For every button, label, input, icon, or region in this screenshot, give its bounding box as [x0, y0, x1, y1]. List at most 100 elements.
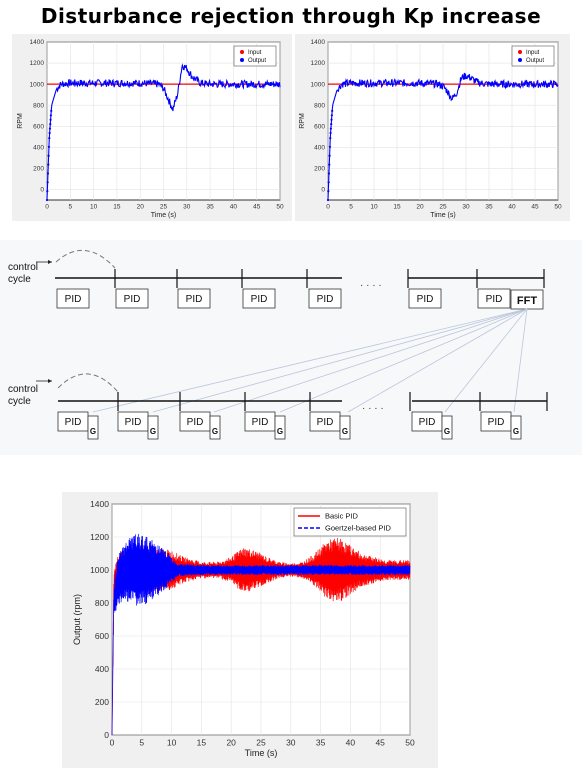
- goertzel-block-label: G: [277, 427, 283, 436]
- y-tick-label: 200: [33, 166, 44, 173]
- data-point: [329, 131, 332, 135]
- data-point: [49, 123, 52, 126]
- legend-marker: [518, 50, 522, 54]
- pid-block: [477, 288, 511, 309]
- y-tick-label: 200: [314, 166, 325, 173]
- x-tick-label: 45: [253, 204, 261, 211]
- goertzel-block: [441, 415, 453, 440]
- x-tick-label: 5: [349, 204, 353, 211]
- data-point: [327, 190, 330, 193]
- x-axis-label: Time (s): [430, 212, 455, 219]
- data-point: [328, 145, 332, 149]
- series-output: [45, 63, 281, 202]
- pid-block-label: PID: [186, 294, 203, 305]
- fft-link-line: [513, 308, 528, 413]
- data-point: [50, 109, 53, 112]
- x-tick-label: 30: [286, 738, 296, 748]
- series-goertzel-based-pid: [111, 533, 411, 736]
- legend-marker: [518, 58, 522, 62]
- data-point: [46, 172, 50, 175]
- x-tick-label: 15: [393, 204, 401, 211]
- fft-link-line: [444, 308, 528, 413]
- x-tick-label: 50: [554, 204, 562, 211]
- data-point: [46, 181, 49, 184]
- data-point: [47, 154, 50, 157]
- fft-link-line: [279, 308, 528, 413]
- x-tick-label: 25: [439, 204, 447, 211]
- bottom-chart-panel: 0 5 10 15 20 25 30 35 40 45 50 0 200 400 600 800 1000 120…: [62, 492, 438, 768]
- timing-diagram: control cycle · · · · PID PID PID PID PID PID PID…: [0, 240, 582, 455]
- pid-block: [177, 288, 211, 309]
- data-point: [326, 198, 330, 202]
- pid-block-label: PID: [65, 294, 82, 305]
- y-tick-label: 1200: [90, 532, 109, 542]
- fft-link-line: [92, 308, 528, 413]
- goertzel-block-label: G: [342, 427, 348, 436]
- y-tick-label: 1400: [30, 39, 45, 46]
- x-tick-label: 40: [508, 204, 516, 211]
- pid-block: [242, 288, 276, 309]
- pid-block-label: PID: [125, 417, 142, 428]
- y-tick-label: 1000: [311, 81, 326, 88]
- legend: Input Output: [511, 45, 555, 67]
- y-tick-label: 600: [314, 123, 325, 130]
- x-tick-label: 5: [139, 738, 144, 748]
- y-tick-label: 400: [33, 145, 44, 152]
- y-tick-label: 1200: [30, 60, 45, 67]
- x-tick-label: 40: [230, 204, 238, 211]
- pid-block-label: PID: [488, 417, 505, 428]
- data-point: [46, 190, 49, 193]
- data-point: [330, 118, 333, 121]
- data-point: [47, 145, 51, 149]
- data-point: [48, 131, 51, 135]
- top-control-cycle-label: control cycle: [8, 262, 38, 285]
- data-point: [47, 163, 50, 166]
- x-tick-label: 15: [197, 738, 207, 748]
- legend-marker: [240, 50, 244, 54]
- x-tick-label: 15: [113, 204, 121, 211]
- page-title: Disturbance rejection through Kp increas…: [40, 4, 542, 28]
- x-axis-label: Time (s): [151, 212, 176, 219]
- y-tick-label: 1000: [90, 565, 109, 575]
- data-point: [327, 172, 331, 175]
- top-cycle-arc: [55, 249, 116, 269]
- legend-label: Output: [526, 58, 544, 64]
- goertzel-block: [510, 415, 522, 440]
- y-tick-label: 0: [104, 730, 109, 740]
- data-point: [48, 127, 52, 130]
- x-tick-label: 0: [45, 204, 49, 211]
- x-tick-label: 10: [90, 204, 98, 211]
- y-tick-label: 1400: [311, 39, 326, 46]
- legend-label: Goertzel-based PID: [325, 524, 391, 533]
- y-tick-label: 200: [95, 697, 109, 707]
- y-tick-label: 800: [33, 102, 44, 109]
- y-tick-label: 1400: [90, 499, 109, 509]
- pid-block-label: PID: [124, 294, 141, 305]
- pid-block: [408, 288, 442, 309]
- data-point: [45, 198, 49, 202]
- goertzel-block-label: G: [90, 427, 96, 436]
- pid-block-label: PID: [317, 417, 334, 428]
- x-tick-label: 10: [370, 204, 378, 211]
- legend-label: Input: [248, 50, 262, 56]
- top-right-chart-panel: 0 5 10 15 20 25 30 35 40 45 50 0 200 400 600 800 1000 120…: [295, 34, 570, 221]
- x-tick-label: 0: [326, 204, 330, 211]
- y-axis-label: RPM: [17, 113, 24, 129]
- goertzel-block-label: G: [212, 427, 218, 436]
- pid-block: [56, 288, 90, 309]
- data-point: [330, 123, 333, 126]
- x-tick-label: 35: [206, 204, 214, 211]
- pid-block-label: PID: [187, 417, 204, 428]
- x-tick-label: 50: [405, 738, 415, 748]
- legend-marker: [240, 58, 244, 62]
- pid-block-label: PID: [65, 417, 82, 428]
- data-point: [327, 181, 330, 184]
- goertzel-block-label: G: [150, 427, 156, 436]
- x-tick-label: 25: [160, 204, 168, 211]
- bottom-cycle-arc: [57, 373, 119, 393]
- fft-link-line: [152, 308, 528, 413]
- x-tick-label: 30: [462, 204, 470, 211]
- top-ellipsis: · · · ·: [360, 280, 382, 291]
- y-tick-label: 1000: [30, 81, 45, 88]
- x-tick-label: 20: [226, 738, 236, 748]
